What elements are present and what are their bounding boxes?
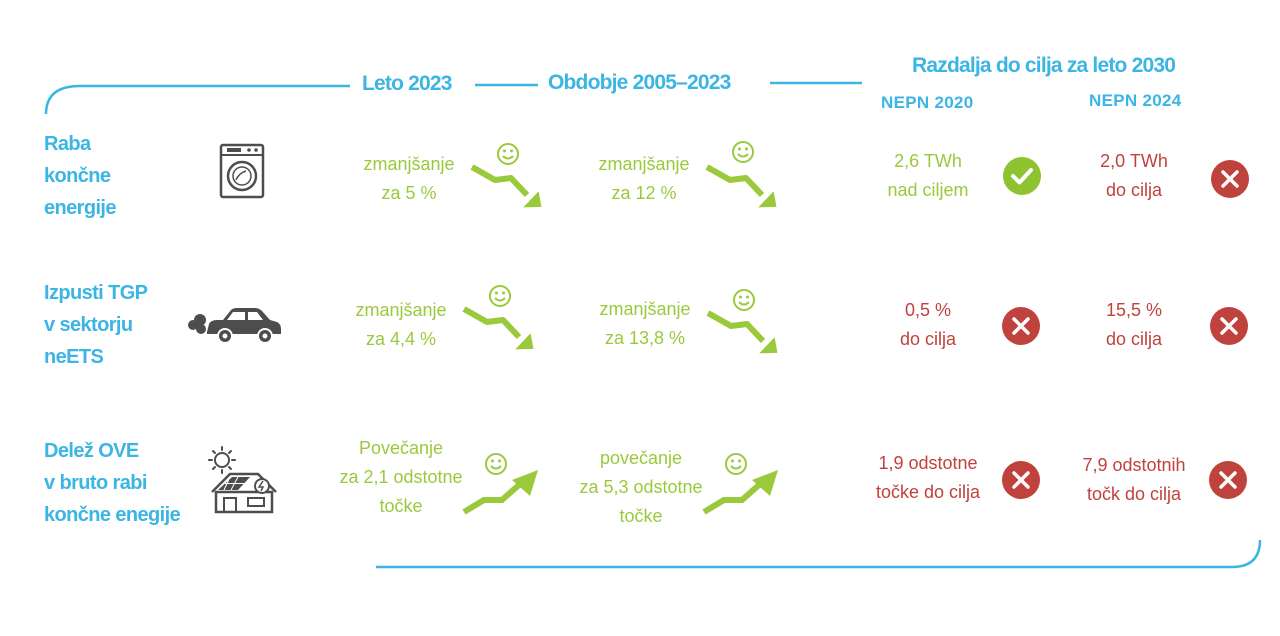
solar-house-icon	[208, 446, 277, 514]
cross-icon	[1209, 461, 1247, 499]
header-leto-2023: Leto 2023	[362, 72, 452, 95]
car-exhaust-icon	[188, 308, 281, 344]
row1-nepn2024-text: 2,0 TWh do cilja	[1100, 151, 1168, 200]
row3-obdobje-text: povečanje za 5,3 odstotne točke	[579, 448, 703, 526]
cross-icon	[1002, 307, 1040, 345]
row1-nepn2020-text: 2,6 TWh nad ciljem	[887, 151, 969, 200]
row1-obdobje-trend-down-arrow-icon	[705, 141, 777, 208]
row-label-delez-ove: Delež OVE v bruto rabi končne enegije	[44, 440, 181, 526]
row2-leto-trend-down-arrow-icon	[462, 285, 534, 350]
header-nepn-2020: NEPN 2020	[881, 93, 974, 112]
row1-leto-text: zmanjšanje za 5 %	[363, 154, 455, 203]
washing-machine-icon	[219, 143, 265, 199]
row2-nepn2020-text: 0,5 % do cilja	[899, 300, 957, 349]
row1-leto-trend-down-arrow-icon	[470, 143, 542, 208]
row2-leto-text: zmanjšanje za 4,4 %	[355, 300, 447, 349]
check-icon	[1003, 157, 1041, 195]
row3-nepn2024-text: 7,9 odstotnih točk do cilja	[1082, 455, 1186, 504]
row3-nepn2020-text: 1,9 odstotne točke do cilja	[875, 453, 981, 502]
row2-obdobje-trend-down-arrow-icon	[706, 289, 778, 354]
header-obdobje: Obdobje 2005–2023	[548, 71, 731, 94]
row-label-raba: Raba končne energije	[44, 133, 117, 219]
cross-icon	[1210, 307, 1248, 345]
row2-nepn2024-text: 15,5 % do cilja	[1105, 300, 1163, 349]
row1-obdobje-text: zmanjšanje za 12 %	[598, 154, 690, 203]
row3-obdobje-trend-up-arrow-icon	[702, 453, 778, 515]
header-nepn-2024: NEPN 2024	[1089, 91, 1182, 110]
cross-icon	[1211, 160, 1249, 198]
row-label-izpusti: Izpusti TGP v sektorju neETS	[44, 282, 148, 368]
row3-leto-text: Povečanje za 2,1 odstotne točke	[339, 438, 463, 516]
row3-leto-trend-up-arrow-icon	[462, 453, 538, 515]
header-razdalja: Razdalja do cilja za leto 2030	[912, 54, 1176, 77]
cross-icon	[1002, 461, 1040, 499]
row2-obdobje-text: zmanjšanje za 13,8 %	[599, 299, 691, 348]
